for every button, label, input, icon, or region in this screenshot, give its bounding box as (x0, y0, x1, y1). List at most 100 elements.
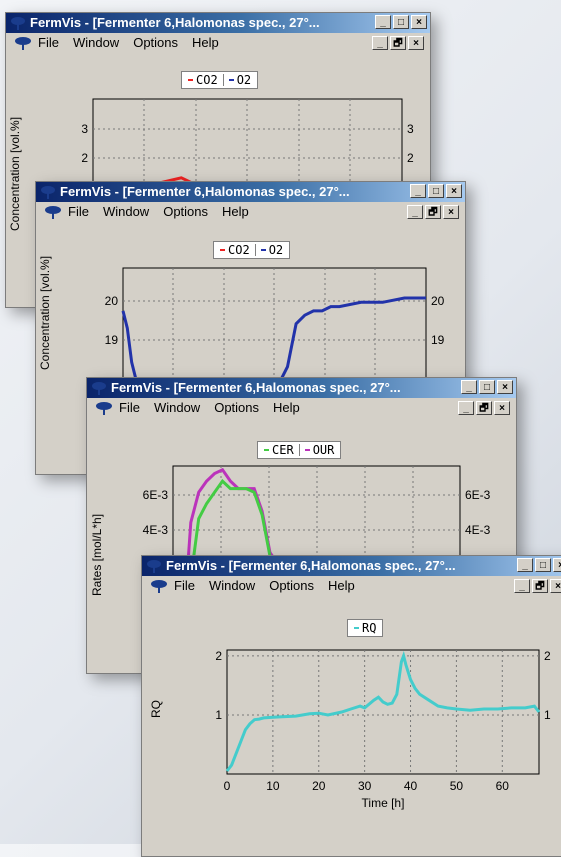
x-tick-label: 30 (358, 779, 372, 793)
legend-label: RQ (362, 621, 377, 635)
title-bar[interactable]: FermVis - [Fermenter 6,Halomonas spec., … (6, 13, 430, 33)
y-tick-label: 20 (105, 294, 119, 308)
menu-file[interactable]: File (38, 35, 59, 50)
menu-window[interactable]: Window (72, 35, 120, 50)
y-tick-label-right: 2 (407, 151, 414, 165)
legend-swatch (354, 627, 359, 629)
legend-label: OUR (312, 443, 335, 457)
menu-bar: File Window Options Help _ 🗗 × (87, 398, 516, 418)
legend-label: O2 (268, 243, 284, 257)
menu-file[interactable]: File (174, 578, 195, 593)
child-minimize-button[interactable]: _ (514, 579, 530, 593)
y-axis-label: Concentration [vol.%] (38, 256, 52, 370)
title-bar[interactable]: FermVis - [Fermenter 6,Halomonas spec., … (142, 556, 561, 576)
menu-options[interactable]: Options (269, 578, 315, 593)
menu-help[interactable]: Help (273, 400, 300, 415)
chart-legend[interactable]: RQ (347, 619, 384, 637)
menu-help[interactable]: Help (192, 35, 219, 50)
window-title: FermVis - [Fermenter 6,Halomonas spec., … (111, 380, 401, 395)
legend-item-o2[interactable]: O2 (258, 242, 286, 258)
legend-item-co2[interactable]: CO2 (217, 242, 253, 258)
menu-file[interactable]: File (119, 400, 140, 415)
window-title: FermVis - [Fermenter 6,Halomonas spec., … (60, 184, 350, 199)
chart-plot-4: 0 10 20 30 40 50 60 1 1 2 2 Time [h] RQ (149, 649, 551, 810)
legend-label: CO2 (196, 73, 218, 87)
close-button[interactable]: × (411, 15, 427, 29)
chart-legend[interactable]: CO2 O2 (213, 241, 291, 259)
maximize-button[interactable]: □ (428, 184, 444, 198)
menu-window[interactable]: Window (208, 578, 256, 593)
child-restore-button[interactable]: 🗗 (476, 401, 492, 415)
child-restore-button[interactable]: 🗗 (532, 579, 548, 593)
menu-options[interactable]: Options (133, 35, 179, 50)
x-tick-labels: 0 10 20 30 40 50 60 (224, 779, 510, 793)
menu-window[interactable]: Window (102, 204, 150, 219)
child-minimize-button[interactable]: _ (372, 36, 388, 50)
chart-legend[interactable]: CER OUR (257, 441, 342, 459)
legend-item-our[interactable]: OUR (302, 442, 338, 458)
minimize-button[interactable]: _ (410, 184, 426, 198)
close-button[interactable]: × (553, 558, 561, 572)
legend-item-co2[interactable]: CO2 (185, 72, 221, 88)
close-button[interactable]: × (497, 380, 513, 394)
title-bar[interactable]: FermVis - [Fermenter 6,Halomonas spec., … (87, 378, 516, 398)
menu-options[interactable]: Options (163, 204, 209, 219)
y-tick-label-right: 1 (544, 708, 551, 722)
y-tick-label-right: 6E-3 (465, 488, 491, 502)
window-title: FermVis - [Fermenter 6,Halomonas spec., … (30, 15, 320, 30)
x-tick-label: 10 (266, 779, 280, 793)
legend-item-cer[interactable]: CER (261, 442, 297, 458)
child-close-button[interactable]: × (550, 579, 561, 593)
legend-swatch (188, 79, 193, 81)
y-axis-label: Concentration [vol.%] (8, 117, 22, 231)
legend-swatch (228, 79, 234, 81)
maximize-button[interactable]: □ (393, 15, 409, 29)
legend-item-o2[interactable]: O2 (226, 72, 254, 88)
menu-file[interactable]: File (68, 204, 89, 219)
menu-help[interactable]: Help (328, 578, 355, 593)
document-icon[interactable] (150, 579, 168, 593)
menu-window[interactable]: Window (153, 400, 201, 415)
document-icon[interactable] (44, 205, 62, 219)
y-axis-label: Rates [mol/L*h] (90, 514, 104, 596)
y-tick-label-right: 2 (544, 649, 551, 663)
chart-legend[interactable]: CO2 O2 (181, 71, 259, 89)
child-restore-button[interactable]: 🗗 (425, 205, 441, 219)
menu-bar: File Window Options Help _ 🗗 × (6, 33, 430, 53)
legend-label: CO2 (228, 243, 250, 257)
fermvis-window-4[interactable]: FermVis - [Fermenter 6,Halomonas spec., … (141, 555, 561, 857)
legend-item-rq[interactable]: RQ (351, 620, 379, 636)
legend-swatch (264, 449, 269, 451)
x-tick-label: 0 (224, 779, 231, 793)
x-tick-label: 20 (312, 779, 326, 793)
menu-help[interactable]: Help (222, 204, 249, 219)
child-close-button[interactable]: × (408, 36, 424, 50)
child-minimize-button[interactable]: _ (458, 401, 474, 415)
legend-divider (254, 244, 256, 256)
child-restore-button[interactable]: 🗗 (390, 36, 406, 50)
document-icon[interactable] (14, 36, 32, 50)
y-tick-label: 3 (81, 122, 88, 136)
child-minimize-button[interactable]: _ (407, 205, 423, 219)
x-tick-label: 40 (404, 779, 418, 793)
document-icon[interactable] (95, 401, 113, 415)
horizontal-gridlines (227, 655, 539, 716)
minimize-button[interactable]: _ (517, 558, 533, 572)
maximize-button[interactable]: □ (479, 380, 495, 394)
maximize-button[interactable]: □ (535, 558, 551, 572)
legend-label: O2 (236, 73, 252, 87)
child-close-button[interactable]: × (443, 205, 459, 219)
minimize-button[interactable]: _ (375, 15, 391, 29)
y-axis-label: RQ (149, 700, 163, 718)
title-bar[interactable]: FermVis - [Fermenter 6,Halomonas spec., … (36, 182, 465, 202)
y-tick-label: 2 (215, 649, 222, 663)
minimize-button[interactable]: _ (461, 380, 477, 394)
close-button[interactable]: × (446, 184, 462, 198)
y-tick-label: 6E-3 (143, 488, 169, 502)
child-close-button[interactable]: × (494, 401, 510, 415)
x-tick-label: 60 (496, 779, 510, 793)
x-axis-label: Time [h] (362, 796, 405, 810)
series-line-rq (225, 650, 541, 772)
menu-options[interactable]: Options (214, 400, 260, 415)
y-tick-label: 4E-3 (143, 523, 169, 537)
